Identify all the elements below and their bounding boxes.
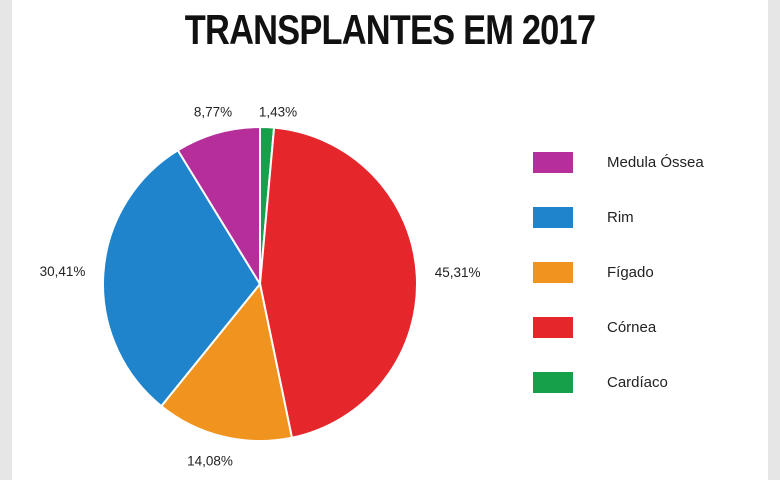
pie-slices bbox=[102, 125, 418, 442]
legend-label-cardiaco: Cardíaco bbox=[607, 374, 668, 391]
pie-slice-rim bbox=[102, 148, 262, 408]
data-label-cornea: 45,31% bbox=[435, 265, 481, 280]
legend-swatch-medula-ossea bbox=[533, 152, 573, 173]
pie-slice-figado bbox=[159, 281, 294, 442]
data-label-rim: 30,41% bbox=[40, 264, 86, 279]
slice-labels: 1,43% 45,31% 14,08% 30,41% 8,77% bbox=[40, 105, 481, 469]
pie-slice-medula-ossea bbox=[176, 125, 261, 288]
legend-label-medula-ossea: Medula Óssea bbox=[607, 154, 704, 171]
legend-label-rim: Rim bbox=[607, 209, 634, 226]
legend-label-cornea: Córnea bbox=[607, 319, 657, 336]
data-label-medula-ossea: 8,77% bbox=[194, 105, 232, 120]
legend-swatch-cardiaco bbox=[533, 372, 573, 393]
legend-swatch-cornea bbox=[533, 317, 573, 338]
legend-swatch-rim bbox=[533, 207, 573, 228]
legend: Medula Óssea Rim Fígado Córnea Cardíaco bbox=[533, 152, 704, 393]
data-label-cardiaco: 1,43% bbox=[259, 105, 297, 120]
chart-title: TRANSPLANTES EM 2017 bbox=[184, 6, 596, 53]
legend-swatch-figado bbox=[533, 262, 573, 283]
legend-label-figado: Fígado bbox=[607, 264, 654, 281]
pie-slice-cornea bbox=[258, 126, 418, 439]
data-label-figado: 14,08% bbox=[187, 454, 233, 469]
